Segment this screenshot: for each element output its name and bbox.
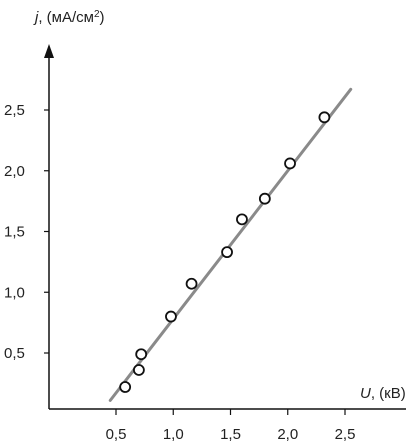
y-tick-label: 2,0 — [4, 163, 25, 180]
y-axis-unit: , (мА/см — [38, 9, 94, 26]
y-axis-arrow — [44, 44, 54, 58]
data-point — [136, 349, 146, 359]
x-tick-label: 1,5 — [220, 426, 241, 443]
x-tick-label: 2,5 — [335, 426, 356, 443]
y-tick-label: 1,5 — [4, 224, 25, 241]
data-points — [120, 112, 329, 392]
x-tick-label: 0,5 — [106, 426, 127, 443]
x-tick-label: 2,0 — [277, 426, 298, 443]
x-axis-unit: , (кВ) — [371, 385, 406, 402]
x-tick-label: 1,0 — [163, 426, 184, 443]
data-point — [260, 194, 270, 204]
data-point — [134, 365, 144, 375]
data-point — [166, 312, 176, 322]
x-axis-label: U, (кВ) — [360, 385, 406, 402]
x-axis-symbol: U — [360, 385, 371, 402]
y-axis-unit-close: ) — [100, 9, 105, 26]
y-tick-label: 1,0 — [4, 284, 25, 301]
axes — [44, 44, 406, 409]
y-tick-label: 2,5 — [4, 102, 25, 119]
data-point — [285, 158, 295, 168]
data-point — [319, 112, 329, 122]
data-point — [187, 279, 197, 289]
data-point — [120, 382, 130, 392]
data-point — [222, 247, 232, 257]
y-tick-label: 0,5 — [4, 345, 25, 362]
data-point — [237, 214, 247, 224]
y-axis-label: j, (мА/см2) — [33, 9, 105, 27]
